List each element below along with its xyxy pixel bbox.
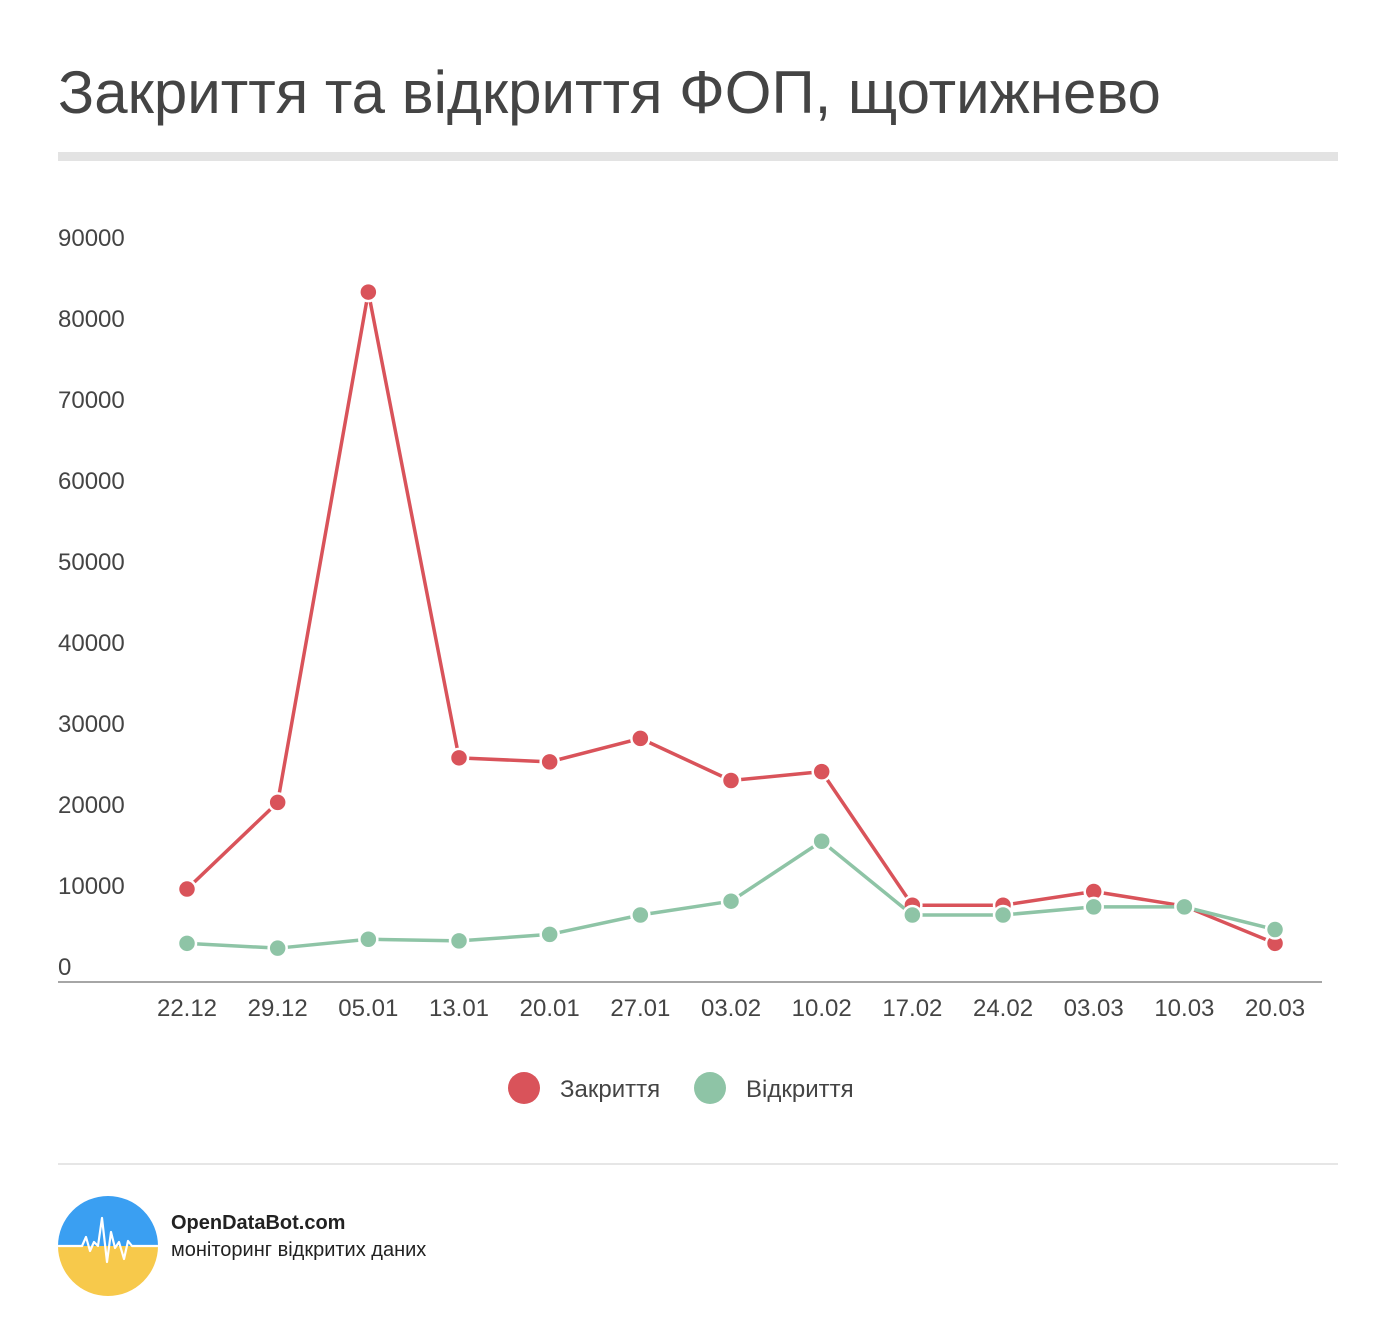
data-point — [176, 878, 198, 900]
data-point — [720, 770, 742, 791]
legend-label: Закриття — [560, 1076, 660, 1103]
legend: Закриття Відкриття — [508, 1072, 854, 1104]
chart-title: Закриття та відкриття ФОП, щотижнево — [58, 59, 1161, 126]
data-point — [1264, 919, 1286, 940]
y-tick-label: 30000 — [58, 711, 125, 738]
data-point — [811, 831, 832, 852]
y-tick-label: 0 — [58, 954, 71, 981]
x-tick-label: 20.01 — [520, 995, 580, 1022]
brand-name: OpenDataBot.com — [171, 1212, 346, 1234]
x-tick-label: 03.02 — [701, 995, 761, 1022]
title-divider — [58, 152, 1338, 161]
series-line — [185, 290, 1276, 945]
footer-divider — [58, 1163, 1338, 1165]
data-point — [811, 761, 832, 782]
x-tick-label: 10.02 — [792, 995, 852, 1022]
pulse-line-icon — [58, 1216, 158, 1264]
legend-label: Відкриття — [746, 1076, 854, 1103]
y-tick-label: 80000 — [58, 306, 125, 333]
line-chart: 0 10000 20000 30000 40000 50000 60000 70000 8000… — [58, 225, 1322, 1104]
x-tick-label: 24.02 — [973, 995, 1033, 1022]
data-point — [630, 728, 651, 749]
data-point — [992, 904, 1014, 926]
data-point — [358, 929, 379, 950]
brand-tagline: моніторинг відкритих даних — [171, 1239, 427, 1261]
x-tick-label: 05.01 — [338, 995, 398, 1022]
series-layer — [176, 281, 1286, 959]
x-axis-ticks: 22.12 29.12 05.01 13.01 20.01 27.01 03.02 10.02… — [157, 995, 1305, 1022]
data-point — [630, 904, 651, 926]
y-tick-label: 20000 — [58, 792, 125, 819]
x-tick-label: 03.03 — [1064, 995, 1124, 1022]
data-point — [539, 924, 560, 945]
legend-marker — [508, 1072, 540, 1104]
x-tick-label: 27.01 — [610, 995, 670, 1022]
opendatabot-logo — [58, 1196, 158, 1296]
data-point — [902, 904, 923, 926]
x-tick-label: 22.12 — [157, 995, 217, 1022]
x-tick-label: 13.01 — [429, 995, 489, 1022]
data-point — [448, 747, 470, 769]
x-tick-label: 29.12 — [248, 995, 308, 1022]
data-point — [1174, 896, 1195, 918]
x-tick-label: 10.03 — [1154, 995, 1214, 1022]
y-tick-label: 70000 — [58, 387, 125, 414]
data-point — [539, 751, 560, 773]
y-axis-ticks: 0 10000 20000 30000 40000 50000 60000 70000 8000… — [58, 225, 125, 981]
data-point — [267, 792, 288, 813]
data-point — [358, 281, 379, 303]
y-tick-label: 90000 — [58, 225, 125, 252]
series-closings — [176, 281, 1286, 954]
data-point — [267, 937, 288, 959]
data-point — [448, 930, 470, 952]
y-tick-label: 40000 — [58, 630, 125, 657]
data-point — [176, 933, 198, 954]
y-tick-label: 10000 — [58, 873, 125, 900]
x-tick-label: 17.02 — [882, 995, 942, 1022]
x-tick-label: 20.03 — [1245, 995, 1305, 1022]
data-point — [720, 890, 742, 912]
y-tick-label: 50000 — [58, 549, 125, 576]
data-point — [1083, 896, 1104, 918]
legend-marker — [694, 1072, 726, 1104]
series-openings — [176, 831, 1286, 959]
y-tick-label: 60000 — [58, 468, 125, 495]
